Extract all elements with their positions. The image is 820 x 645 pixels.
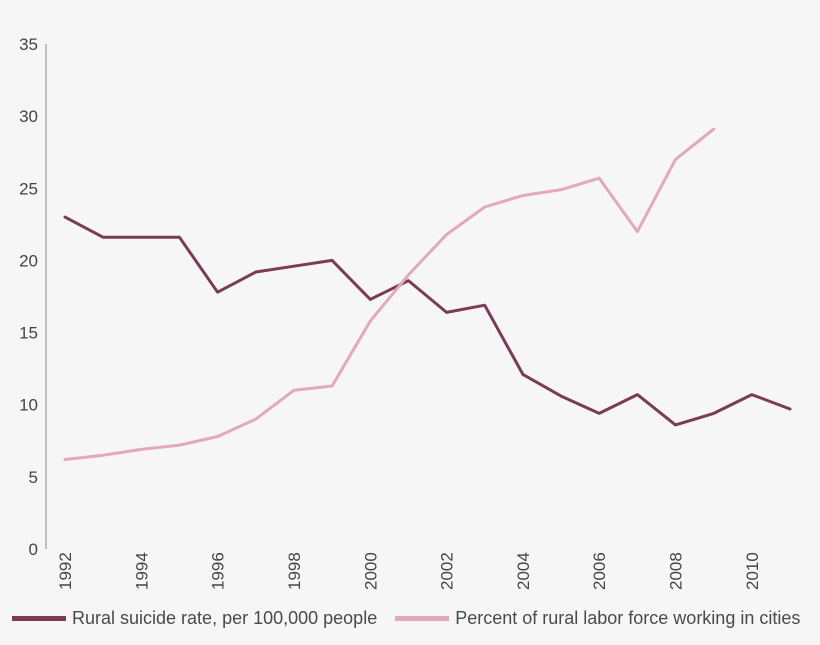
x-tick-label: 2004	[514, 552, 533, 590]
legend-item-labor-force: Percent of rural labor force working in …	[395, 608, 800, 629]
legend-item-suicide-rate: Rural suicide rate, per 100,000 people	[12, 608, 377, 629]
series-line-1	[63, 127, 716, 461]
y-tick-label: 10	[19, 396, 38, 415]
x-tick-label: 2000	[361, 552, 380, 590]
y-tick-label: 25	[19, 179, 38, 198]
x-tick-label: 1996	[209, 552, 228, 590]
legend-label-suicide-rate: Rural suicide rate, per 100,000 people	[72, 608, 378, 628]
y-tick-label: 20	[19, 251, 38, 270]
x-tick-label: 1992	[56, 552, 75, 590]
series-line-0	[63, 215, 792, 427]
legend-label-labor-force: Percent of rural labor force working in …	[455, 608, 801, 628]
y-tick-label: 15	[19, 324, 38, 343]
x-tick-label: 2010	[743, 552, 762, 590]
x-axis: 1992 1994 1996 1998 2000 2002 2004 2006 2008 2010	[56, 552, 762, 590]
x-tick-label: 2008	[667, 552, 686, 590]
legend: Rural suicide rate, per 100,000 people P…	[12, 608, 818, 629]
series-lines	[63, 127, 792, 461]
x-tick-label: 2006	[590, 552, 609, 590]
legend-swatch-labor-force	[395, 616, 450, 621]
y-tick-label: 35	[19, 35, 38, 54]
x-tick-label: 2002	[438, 552, 457, 590]
y-tick-label: 0	[29, 540, 38, 559]
y-tick-label: 30	[19, 107, 38, 126]
legend-swatch-suicide-rate	[12, 616, 66, 621]
x-tick-label: 1998	[285, 552, 304, 590]
y-axis: 0 5 10 15 20 25 30 35	[19, 35, 47, 559]
x-tick-label: 1994	[132, 552, 151, 590]
y-tick-label: 5	[29, 468, 38, 487]
